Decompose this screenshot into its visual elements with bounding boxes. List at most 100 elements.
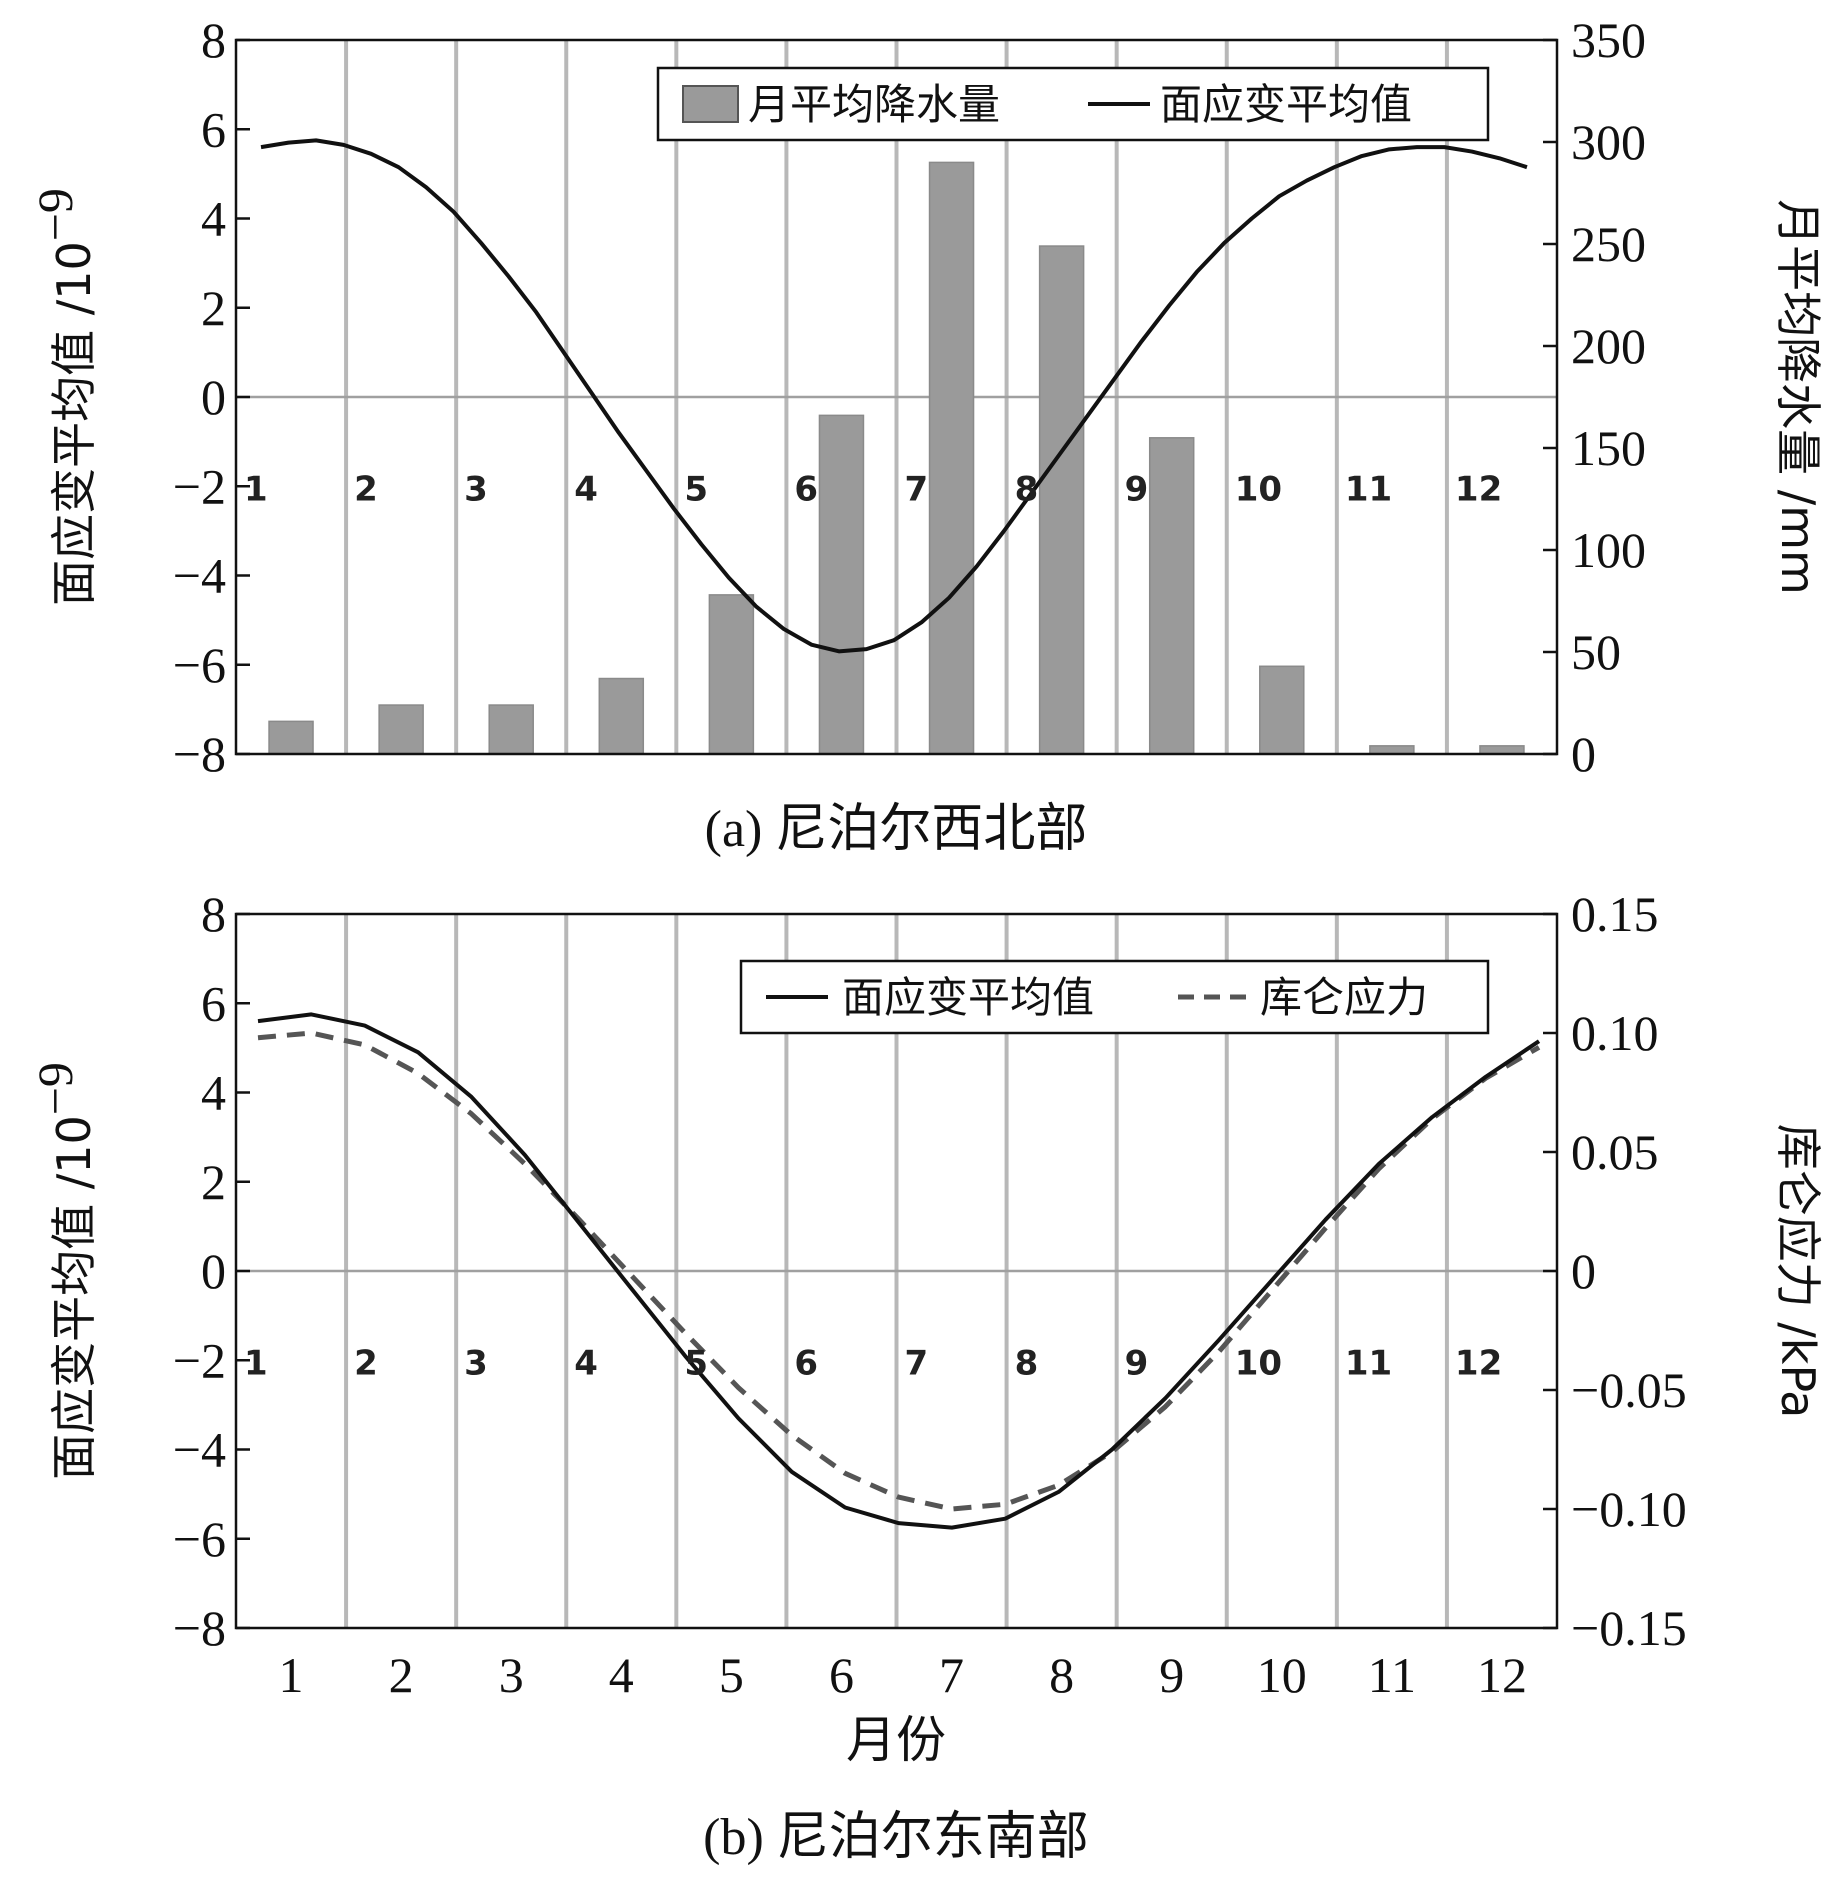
left-tick-label: −8 <box>173 726 226 782</box>
panel-a-right-axis-label: 月平均降水量 /mm <box>1771 199 1825 595</box>
x-tick-label: 6 <box>829 1647 854 1703</box>
panel-a-right-axis-ticks: 350 300 250 200 150 100 50 0 <box>1543 12 1646 782</box>
inner-month-label: 6 <box>794 469 818 509</box>
right-tick-label: −0.15 <box>1571 1600 1687 1656</box>
left-tick-label: −8 <box>173 1600 226 1656</box>
left-tick-label: 6 <box>201 101 226 157</box>
inner-month-label: 11 <box>1345 469 1392 509</box>
panel-b-left-axis-label: 面应变平均值 /10−9 <box>27 1062 101 1480</box>
left-tick-label: 8 <box>201 886 226 942</box>
panel-b-x-axis-ticks: 1 2 3 4 5 6 7 8 9 10 11 12 <box>279 1647 1527 1703</box>
inner-month-label: 9 <box>1125 469 1149 509</box>
inner-month-label: 4 <box>574 1343 598 1383</box>
inner-month-label: 11 <box>1345 1343 1392 1383</box>
precip-bar <box>708 594 755 755</box>
coulomb-stress-line <box>257 1030 1541 1512</box>
left-tick-label: 0 <box>201 369 226 425</box>
right-tick-label: 0 <box>1571 726 1596 782</box>
left-tick-label: 4 <box>201 1065 226 1121</box>
panel-a-left-axis-ticks: 8 6 4 2 0 −2 −4 −6 −8 <box>173 12 250 782</box>
x-tick-label: 12 <box>1477 1647 1527 1703</box>
panel-a-legend: 月平均降水量 面应变平均值 <box>656 66 1490 142</box>
x-tick-label: 3 <box>499 1647 524 1703</box>
legend-bar-swatch <box>682 85 739 123</box>
left-tick-label: 4 <box>201 191 226 247</box>
panel-b-right-axis-ticks: 0.15 0.10 0.05 0 −0.05 −0.10 −0.15 <box>1543 886 1687 1656</box>
left-tick-label: −4 <box>173 548 226 604</box>
right-tick-label: 250 <box>1571 216 1646 272</box>
right-tick-label: 0 <box>1571 1243 1596 1299</box>
right-tick-label: 100 <box>1571 522 1646 578</box>
inner-month-label: 7 <box>905 469 929 509</box>
panel-b-lines <box>257 1012 1541 1530</box>
inner-month-label: 8 <box>1015 1343 1039 1383</box>
inner-month-label: 3 <box>464 1343 488 1383</box>
x-tick-label: 7 <box>939 1647 964 1703</box>
inner-month-label: 7 <box>905 1343 929 1383</box>
panel-a-precip-bars <box>268 161 1525 755</box>
strain-line-b <box>257 1012 1541 1530</box>
inner-month-label: 8 <box>1015 469 1039 509</box>
x-tick-label: 4 <box>609 1647 634 1703</box>
right-tick-label: 350 <box>1571 12 1646 68</box>
panel-b-left-axis-ticks: 8 6 4 2 0 −2 −4 −6 −8 <box>173 886 250 1656</box>
panel-a-inner-month-labels: 1 2 3 4 5 6 7 8 9 10 11 12 <box>244 469 1502 509</box>
x-tick-label: 1 <box>279 1647 304 1703</box>
right-tick-label: 50 <box>1571 624 1621 680</box>
strain-line <box>260 138 1528 654</box>
panel-a-strain-line <box>260 138 1528 654</box>
inner-month-label: 9 <box>1125 1343 1149 1383</box>
legend-strain-label: 面应变平均值 <box>1160 80 1412 129</box>
right-tick-label: 0.10 <box>1571 1005 1659 1061</box>
x-tick-label: 11 <box>1368 1647 1416 1703</box>
right-tick-label: −0.05 <box>1571 1362 1687 1418</box>
legend-strain-label-b: 面应变平均值 <box>842 973 1094 1022</box>
right-tick-label: 300 <box>1571 114 1646 170</box>
left-tick-label: −4 <box>173 1422 226 1478</box>
precip-bar <box>1148 437 1195 755</box>
precip-bar <box>488 704 534 755</box>
inner-month-label: 1 <box>244 469 268 509</box>
left-tick-label: 8 <box>201 12 226 68</box>
x-tick-label: 9 <box>1159 1647 1184 1703</box>
left-tick-label: −2 <box>173 1332 226 1388</box>
precip-bar <box>378 704 424 755</box>
panel-b-inner-month-labels: 1 2 3 4 5 6 7 8 9 10 11 12 <box>244 1343 1502 1383</box>
legend-precip-label: 月平均降水量 <box>748 80 1000 129</box>
x-tick-label: 8 <box>1049 1647 1074 1703</box>
x-tick-label: 5 <box>719 1647 744 1703</box>
x-tick-label: 10 <box>1257 1647 1307 1703</box>
inner-month-label: 10 <box>1235 1343 1282 1383</box>
panel-b-legend: 面应变平均值 库仑应力 <box>739 959 1490 1035</box>
panel-b-legend-box <box>739 959 1490 1035</box>
precip-bar <box>268 720 314 755</box>
right-tick-label: −0.10 <box>1571 1481 1687 1537</box>
inner-month-label: 3 <box>464 469 488 509</box>
panel-a-left-axis-label: 面应变平均值 /10−9 <box>27 188 101 606</box>
inner-month-label: 5 <box>684 469 708 509</box>
panel-a-caption: (a) 尼泊尔西北部 <box>705 801 1088 858</box>
inner-month-label: 12 <box>1455 469 1502 509</box>
left-tick-label: −6 <box>173 637 226 693</box>
inner-month-label: 10 <box>1235 469 1282 509</box>
panel-b-caption: (b) 尼泊尔东南部 <box>703 1809 1089 1866</box>
precip-bar <box>928 161 975 755</box>
left-tick-label: 0 <box>201 1243 226 1299</box>
right-tick-label: 0.15 <box>1571 886 1659 942</box>
left-tick-label: −6 <box>173 1511 226 1567</box>
left-tick-label: 2 <box>201 1154 226 1210</box>
inner-month-label: 2 <box>354 469 378 509</box>
inner-month-label: 4 <box>574 469 598 509</box>
panel-b-x-axis-title: 月份 <box>846 1711 946 1769</box>
right-tick-label: 0.05 <box>1571 1124 1659 1180</box>
legend-coulomb-label: 库仑应力 <box>1260 973 1428 1022</box>
precip-bar <box>818 414 865 755</box>
right-tick-label: 200 <box>1571 318 1646 374</box>
x-tick-label: 2 <box>389 1647 414 1703</box>
right-tick-label: 150 <box>1571 420 1646 476</box>
panel-a-legend-box <box>656 66 1490 142</box>
inner-month-label: 6 <box>794 1343 818 1383</box>
